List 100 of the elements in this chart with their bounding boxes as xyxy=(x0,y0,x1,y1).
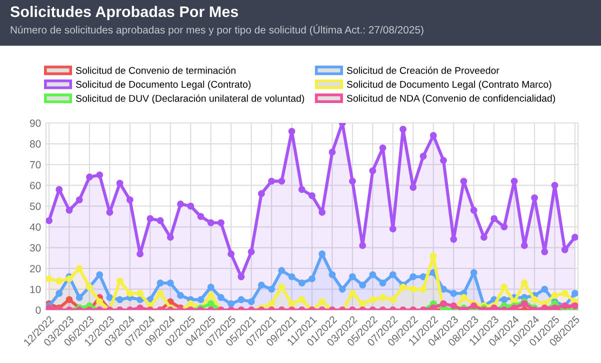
point xyxy=(379,144,386,152)
y-tick-label: 20 xyxy=(30,264,41,272)
point xyxy=(470,206,478,214)
point xyxy=(348,273,356,280)
point xyxy=(56,277,63,284)
point xyxy=(531,296,538,304)
point xyxy=(369,271,376,278)
y-tick-label: 70 xyxy=(30,161,41,168)
point xyxy=(359,242,366,250)
y-tick-label: 40 xyxy=(30,223,41,231)
point xyxy=(450,290,458,297)
point xyxy=(328,271,336,278)
point xyxy=(541,248,548,256)
legend-label: Solicitud de NDA (Convenio de confidencialidad) xyxy=(346,94,556,104)
point xyxy=(76,294,83,302)
point xyxy=(86,174,93,180)
point xyxy=(116,296,124,304)
point xyxy=(96,171,104,178)
point xyxy=(338,286,346,293)
point xyxy=(298,280,306,286)
point xyxy=(278,267,286,274)
point xyxy=(46,275,53,282)
point xyxy=(187,202,194,210)
point xyxy=(146,215,154,222)
point xyxy=(258,190,265,198)
point xyxy=(308,192,316,200)
point xyxy=(500,284,508,291)
point xyxy=(400,126,406,133)
point xyxy=(278,284,286,291)
point xyxy=(369,167,376,174)
chart-title: Solicitudes Aprobadas Por Mes xyxy=(10,6,238,20)
point xyxy=(520,242,528,250)
point xyxy=(268,178,276,185)
point xyxy=(166,234,174,241)
point xyxy=(116,277,124,284)
point xyxy=(328,148,336,156)
point xyxy=(379,294,386,302)
point xyxy=(96,298,104,306)
point xyxy=(551,292,558,299)
y-tick-label: 10 xyxy=(30,286,41,294)
point xyxy=(430,252,437,260)
point xyxy=(218,219,224,226)
point xyxy=(308,275,316,282)
point xyxy=(379,280,386,286)
point xyxy=(126,290,134,297)
point xyxy=(450,236,458,243)
point xyxy=(561,246,568,254)
point xyxy=(106,294,114,302)
point xyxy=(510,178,518,185)
point xyxy=(288,300,296,308)
point xyxy=(551,304,558,310)
point xyxy=(318,250,326,258)
point xyxy=(440,300,447,308)
point xyxy=(460,294,468,302)
point xyxy=(156,280,164,286)
legend-label: Solicitud de Documento Legal (Contrato Marco) xyxy=(346,80,552,90)
point xyxy=(541,286,548,293)
point xyxy=(430,304,437,310)
y-tick-label: 60 xyxy=(30,182,41,190)
y-tick-label: 90 xyxy=(30,120,41,127)
y-tick-label: 80 xyxy=(30,140,41,148)
point xyxy=(46,217,53,224)
point xyxy=(348,290,356,297)
point xyxy=(460,178,468,185)
point xyxy=(136,250,144,258)
point xyxy=(187,300,194,308)
point xyxy=(207,292,214,299)
point xyxy=(298,186,306,193)
point xyxy=(571,234,578,241)
point xyxy=(500,223,508,230)
point xyxy=(66,206,73,214)
point xyxy=(136,290,144,297)
point xyxy=(207,300,214,308)
point xyxy=(450,302,458,310)
point xyxy=(76,264,83,272)
point xyxy=(440,156,447,164)
point xyxy=(561,290,568,297)
point xyxy=(56,186,63,193)
legend-label: Solicitud de Documento Legal (Contrato) xyxy=(76,80,251,90)
point xyxy=(298,296,306,304)
point xyxy=(420,286,427,293)
point xyxy=(288,128,296,135)
point xyxy=(430,132,437,139)
legend-label: Solicitud de Convenio de terminación xyxy=(76,66,236,74)
point xyxy=(238,273,245,280)
point xyxy=(126,196,134,204)
point xyxy=(348,178,356,185)
point xyxy=(66,296,73,304)
point xyxy=(136,296,144,304)
point xyxy=(268,300,276,308)
point xyxy=(531,194,538,202)
point xyxy=(156,290,164,297)
y-tick-label: 0 xyxy=(36,306,41,314)
point xyxy=(258,282,265,289)
point xyxy=(359,300,366,308)
point xyxy=(248,298,255,306)
point xyxy=(389,296,396,304)
point xyxy=(218,294,224,302)
y-tick-label: 30 xyxy=(30,244,41,252)
point xyxy=(268,286,276,293)
